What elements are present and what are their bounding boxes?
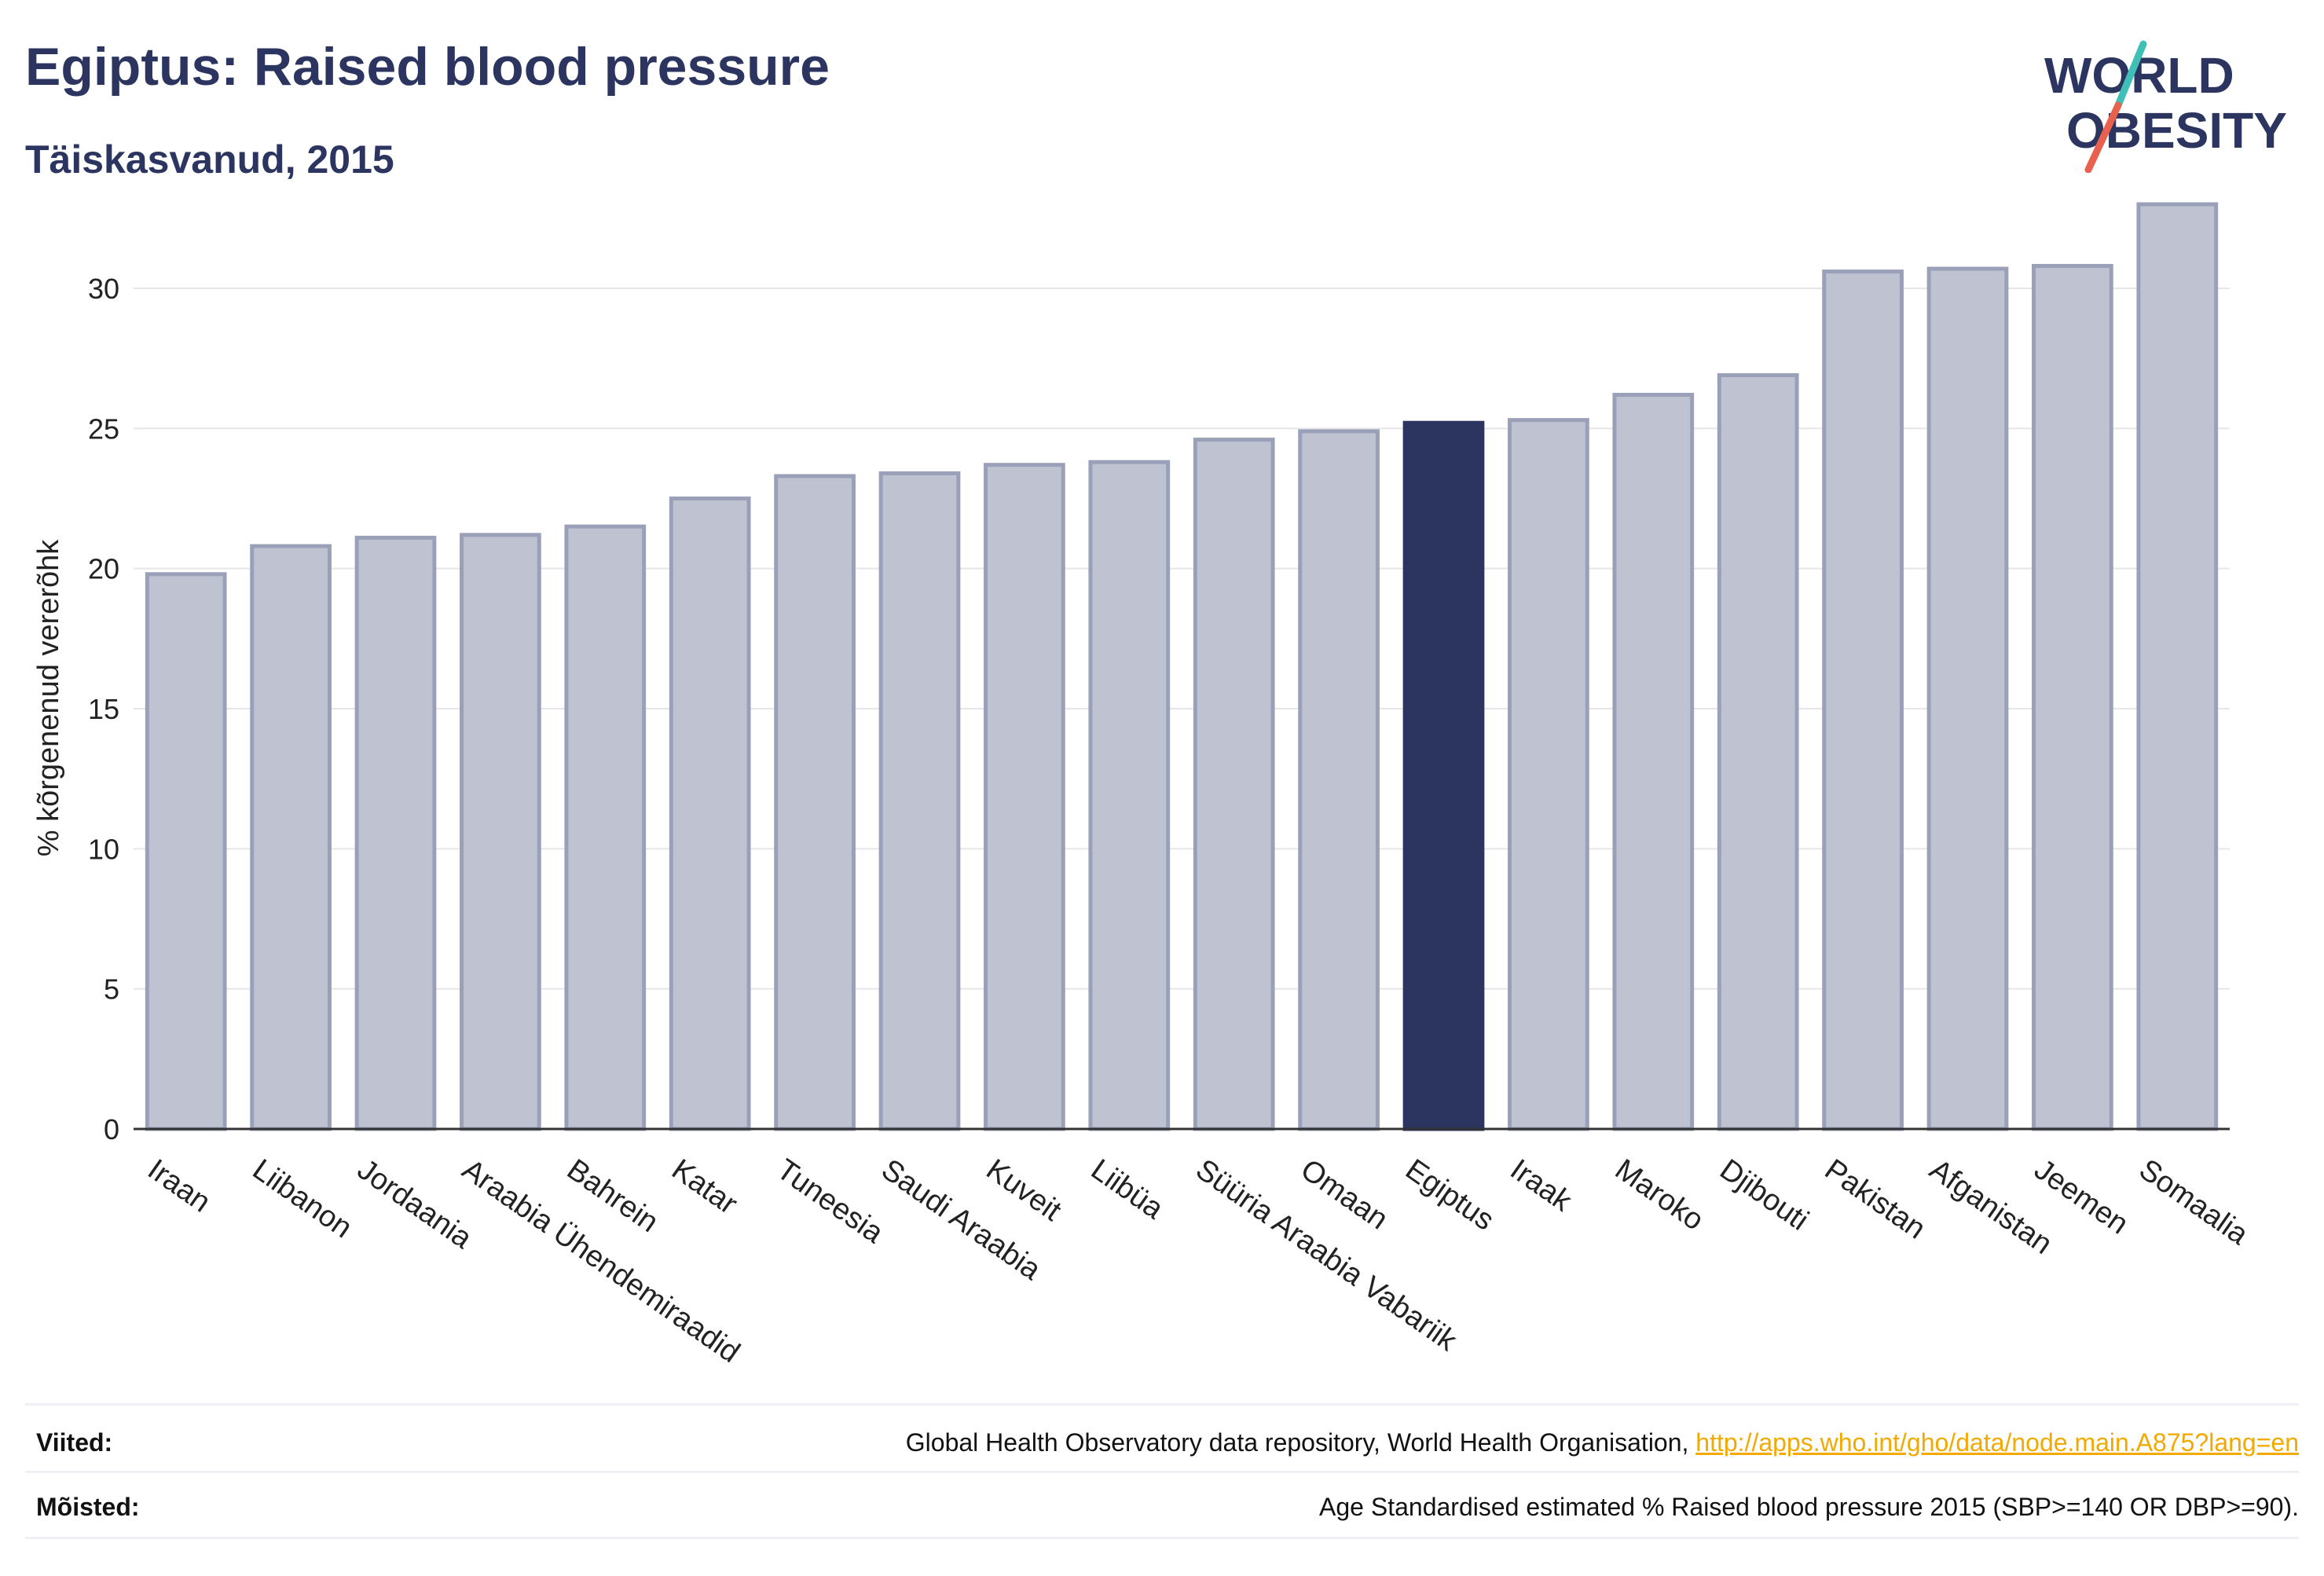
sources-description: Global Health Observatory data repositor… bbox=[905, 1428, 1696, 1457]
grid-lines bbox=[134, 288, 2230, 990]
bar-chart: 0 5 10 15 20 25 30 % kõrgenenud vererõhk Iraan Li… bbox=[32, 202, 2255, 1369]
x-tick-label: Liibanon bbox=[247, 1153, 358, 1245]
x-tick-label: Pakistan bbox=[1819, 1153, 1931, 1246]
x-tick-label: Maroko bbox=[1609, 1153, 1710, 1237]
y-tick-label: 25 bbox=[88, 412, 119, 445]
x-tick-label: Iraan bbox=[141, 1153, 216, 1219]
logo-slash-teal bbox=[2114, 40, 2147, 109]
bar-bahrein bbox=[564, 524, 647, 1131]
bar-egiptus bbox=[1402, 420, 1485, 1131]
bar-liibanon bbox=[250, 544, 332, 1131]
sources-text: Global Health Observatory data repositor… bbox=[906, 1428, 2299, 1457]
x-tick-label: Somaalia bbox=[2133, 1153, 2255, 1252]
y-tick-label: 0 bbox=[104, 1113, 119, 1145]
footer-divider-middle bbox=[25, 1471, 2299, 1473]
x-tick-label: Tuneesia bbox=[771, 1153, 890, 1251]
y-axis-label: % kõrgenenud vererõhk bbox=[32, 539, 65, 856]
x-tick-label: Kuveit bbox=[981, 1153, 1068, 1228]
bars bbox=[145, 202, 2219, 1131]
x-tick-label: Djibouti bbox=[1714, 1153, 1814, 1237]
y-tick-label: 30 bbox=[88, 273, 119, 305]
bar-saudi-araabia bbox=[878, 471, 961, 1131]
footer-divider-top bbox=[25, 1403, 2299, 1406]
y-tick-label: 5 bbox=[104, 973, 119, 1006]
chart-subtitle: Täiskasvanud, 2015 bbox=[25, 137, 394, 181]
x-tick-label: Liibüa bbox=[1085, 1153, 1170, 1226]
sources-label: Viited: bbox=[36, 1428, 113, 1457]
y-tick-label: 20 bbox=[88, 553, 119, 585]
world-obesity-logo: WORLD OBESITY bbox=[2044, 40, 2287, 173]
chart-title: Egiptus: Raised blood pressure bbox=[25, 37, 830, 97]
x-tick-label: Katar bbox=[665, 1153, 743, 1222]
x-tick-label: Egiptus bbox=[1399, 1153, 1500, 1237]
bar-iraan bbox=[145, 572, 227, 1131]
bar-jordaania bbox=[354, 535, 437, 1131]
x-tick-label: Iraak bbox=[1505, 1153, 1578, 1219]
definitions-text: Age Standardised estimated % Raised bloo… bbox=[1319, 1493, 2299, 1521]
bar-katar bbox=[669, 497, 751, 1131]
bar-somaalia bbox=[2136, 202, 2219, 1131]
bar-omaan bbox=[1298, 429, 1380, 1131]
bar-süüria-araabia-vabariik bbox=[1193, 438, 1275, 1131]
bar-araabia-ühendemiraadid bbox=[460, 533, 541, 1131]
bar-pakistan bbox=[1822, 269, 1904, 1131]
footer-divider-bottom bbox=[25, 1537, 2299, 1539]
y-tick-label: 10 bbox=[88, 833, 119, 865]
bar-kuveit bbox=[984, 463, 1065, 1131]
bar-djibouti bbox=[1717, 373, 1799, 1131]
definitions-label: Mõisted: bbox=[36, 1493, 140, 1521]
bar-maroko bbox=[1612, 393, 1695, 1131]
logo-slash-red bbox=[2084, 101, 2122, 173]
x-tick-label: Jordaania bbox=[351, 1153, 478, 1256]
y-tick-label: 15 bbox=[88, 693, 119, 725]
sources-link[interactable]: http://apps.who.int/gho/data/node.main.A… bbox=[1695, 1428, 2299, 1457]
bar-jeemen bbox=[2032, 263, 2113, 1131]
bar-iraak bbox=[1508, 418, 1589, 1131]
bar-liibüa bbox=[1088, 460, 1171, 1131]
bar-tuneesia bbox=[774, 474, 856, 1131]
bar-afganistan bbox=[1926, 266, 2009, 1131]
